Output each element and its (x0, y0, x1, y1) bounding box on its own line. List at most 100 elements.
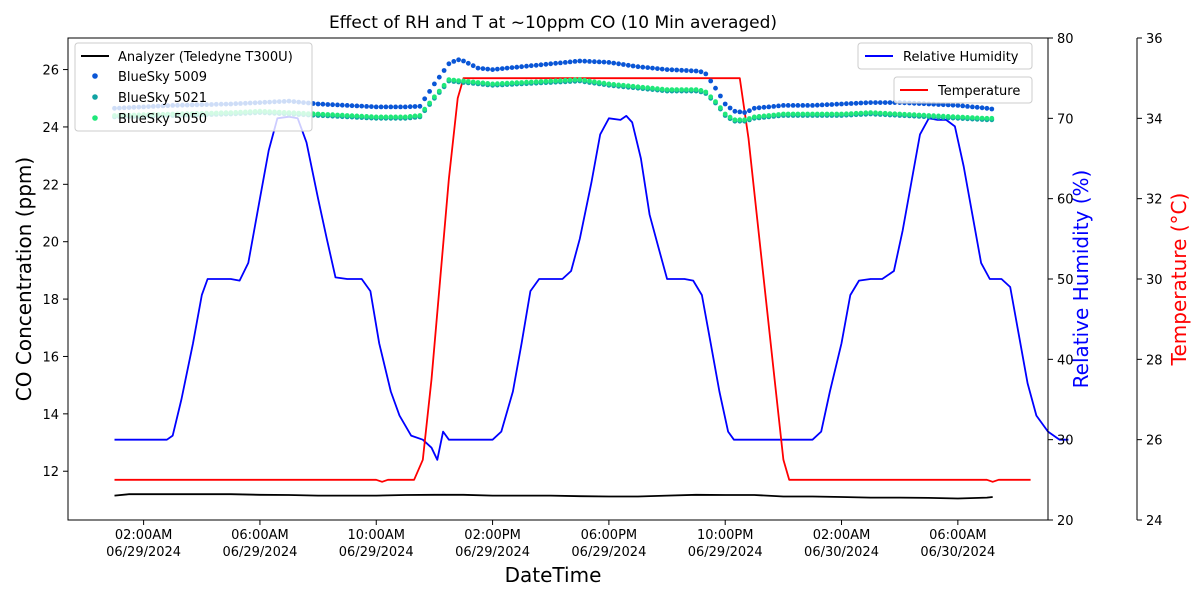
data-point (965, 104, 970, 109)
data-point (931, 113, 936, 119)
series-line-analyzer-teledyne-t300u- (114, 493, 993, 500)
data-point (611, 82, 617, 87)
data-point (339, 112, 345, 118)
data-point (940, 113, 946, 119)
legend-rh-frame (857, 42, 1033, 70)
y-right-tick-label: 40 (1057, 353, 1074, 368)
data-point (325, 102, 331, 107)
data-point (320, 101, 326, 107)
y-left-tick-label: 16 (42, 350, 59, 365)
legend-swatch-bluesky-5009 (92, 73, 98, 79)
legend-label-bluesky-5021: BlueSky 5021 (118, 91, 207, 106)
data-point (907, 112, 912, 117)
data-point (533, 62, 539, 68)
y-far-right-tick-label: 34 (1146, 112, 1163, 127)
data-point (650, 85, 655, 91)
y-left-tick-label: 22 (42, 178, 59, 193)
y-right-tick-label: 80 (1057, 32, 1074, 47)
data-point (756, 105, 762, 111)
chart-title: Effect of RH and T at ~10ppm CO (10 Min … (329, 13, 777, 33)
data-point (562, 77, 568, 83)
data-point (475, 80, 481, 85)
data-point (659, 86, 665, 92)
data-point (732, 117, 738, 123)
data-point (378, 104, 384, 110)
data-point (679, 67, 684, 73)
data-point (616, 61, 621, 67)
data-point (543, 78, 549, 84)
data-point (751, 105, 757, 111)
x-tick-label: 06:00AM (929, 528, 987, 543)
data-point (330, 102, 335, 108)
data-point (335, 102, 340, 108)
data-point (800, 103, 806, 108)
legend-temp: Temperature (893, 76, 1033, 104)
data-point (456, 57, 461, 63)
y-far-right-tick-label: 36 (1146, 32, 1163, 47)
data-point (965, 115, 970, 120)
data-point (839, 111, 844, 117)
data-point (785, 111, 791, 117)
data-point (533, 79, 539, 85)
data-point (732, 108, 738, 114)
data-point (330, 112, 335, 118)
x-tick-label: 06:00AM (231, 528, 289, 543)
data-point (858, 100, 864, 106)
data-point (562, 60, 568, 65)
data-point (514, 80, 520, 86)
data-point (727, 114, 733, 120)
data-point (436, 74, 442, 80)
data-point (519, 80, 524, 85)
data-point (844, 101, 849, 107)
x-tick-label: 06:00PM (581, 528, 638, 543)
data-point (984, 115, 990, 121)
y-left-tick-label: 26 (42, 64, 59, 79)
data-point (601, 80, 607, 86)
legend-label-bluesky-5009: BlueSky 5009 (118, 70, 207, 85)
data-point (407, 104, 413, 110)
data-point (470, 63, 476, 69)
data-point (882, 100, 888, 105)
data-point (693, 87, 699, 92)
data-point (611, 60, 617, 66)
data-point (688, 68, 694, 74)
data-point (485, 81, 491, 86)
data-point (407, 114, 413, 119)
data-point (640, 84, 646, 90)
data-point (402, 104, 408, 110)
data-point (412, 113, 418, 119)
data-point (766, 113, 772, 118)
data-point (553, 78, 558, 84)
x-tick-date-label: 06/29/2024 (571, 545, 646, 560)
data-point (873, 100, 878, 105)
data-point (979, 105, 985, 111)
data-point (761, 104, 767, 110)
data-point (592, 59, 597, 65)
data-point (393, 104, 398, 110)
data-point (441, 82, 447, 88)
data-point (790, 111, 796, 117)
data-point (528, 63, 534, 69)
data-point (446, 77, 452, 82)
x-tick-date-label: 06/30/2024 (804, 545, 879, 560)
data-point (887, 111, 893, 116)
data-point (596, 59, 602, 65)
data-point (548, 61, 554, 67)
x-tick-label: 02:00PM (464, 528, 521, 543)
data-point (538, 62, 544, 68)
data-point (349, 113, 355, 119)
data-point (509, 80, 515, 86)
data-point (679, 87, 684, 92)
data-point (858, 110, 864, 116)
y-left-tick-label: 20 (42, 236, 59, 251)
data-point (364, 104, 369, 109)
y-far-right-tick-label: 28 (1146, 353, 1163, 368)
data-point (558, 60, 563, 66)
data-point (465, 79, 471, 84)
data-point (577, 58, 583, 64)
data-point (373, 114, 379, 120)
data-point (974, 115, 980, 121)
data-point (495, 81, 500, 87)
data-point (669, 67, 675, 73)
